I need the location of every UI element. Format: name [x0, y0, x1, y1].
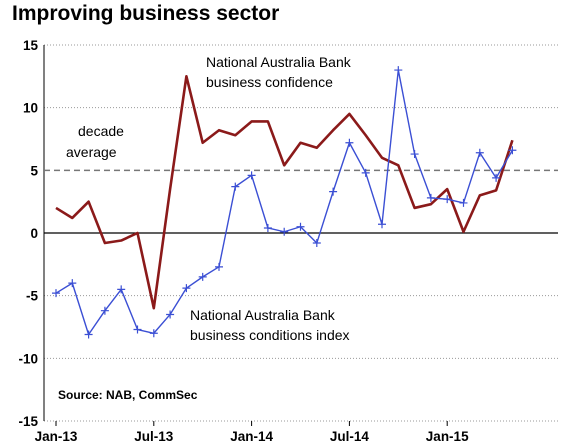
x-axis-ticks: Jan-13 Jul-13 Jan-14 Jul-14 Jan-15 [35, 421, 469, 444]
business-conditions-point [117, 285, 126, 294]
business-conditions-point [247, 171, 256, 180]
business-conditions-point [280, 227, 289, 236]
business-conditions-point [443, 195, 452, 204]
business-conditions-point [345, 138, 354, 147]
business-conditions-point [68, 279, 77, 288]
business-conditions-point [149, 329, 158, 338]
average-label-line2: average [66, 144, 117, 160]
business-conditions-point [133, 325, 142, 334]
business-conditions-point [378, 220, 386, 229]
series-layer [52, 66, 517, 339]
chart-title: Improving business sector [12, 2, 280, 25]
x-tick-label: Jan-14 [230, 429, 273, 444]
average-label-line1: decade [78, 123, 124, 139]
business-conditions-point [410, 150, 419, 159]
source-note: Source: NAB, CommSec [58, 388, 198, 402]
business-conditions-point [394, 66, 403, 75]
business-conditions-line [55, 69, 514, 336]
x-tick-label: Jul-13 [134, 429, 174, 444]
business-conditions-point [329, 187, 338, 196]
business-conditions-point [492, 173, 501, 182]
business-conditions-point [426, 193, 435, 202]
y-tick-label: 10 [23, 101, 38, 116]
business-confidence-line [55, 75, 514, 310]
x-tick-label: Jan-15 [426, 429, 469, 444]
y-tick-label: -15 [18, 414, 38, 429]
business-conditions-point [52, 289, 60, 298]
business-conditions-point [508, 146, 517, 155]
business-conditions-point [166, 310, 175, 319]
y-tick-label: -10 [18, 351, 38, 366]
business-conditions-point [215, 262, 223, 271]
x-tick-label: Jul-14 [330, 429, 370, 444]
business-conditions-point [231, 182, 240, 191]
conditions-label-line1: National Australia Bank [190, 307, 336, 323]
x-tick-label: Jan-13 [35, 429, 78, 444]
y-tick-label: 0 [30, 226, 38, 241]
business-conditions-point [312, 239, 321, 248]
y-tick-label: 15 [23, 38, 39, 53]
confidence-label-line1: National Australia Bank [206, 54, 352, 70]
conditions-label-line2: business conditions index [190, 327, 350, 343]
business-conditions-point [361, 168, 370, 177]
business-conditions-point [459, 198, 468, 207]
business-conditions-point [475, 148, 484, 157]
business-conditions-point [198, 272, 207, 281]
confidence-label-line2: business confidence [206, 74, 333, 90]
y-tick-label: 5 [30, 163, 38, 178]
business-conditions-point [182, 284, 191, 293]
business-conditions-point [84, 330, 93, 339]
business-conditions-point [296, 222, 305, 231]
business-conditions-point [100, 306, 109, 315]
y-tick-label: -5 [26, 289, 38, 304]
y-axis-ticks: 15 10 5 0 -5 -10 -15 [18, 38, 38, 429]
business-conditions-point [263, 223, 272, 232]
